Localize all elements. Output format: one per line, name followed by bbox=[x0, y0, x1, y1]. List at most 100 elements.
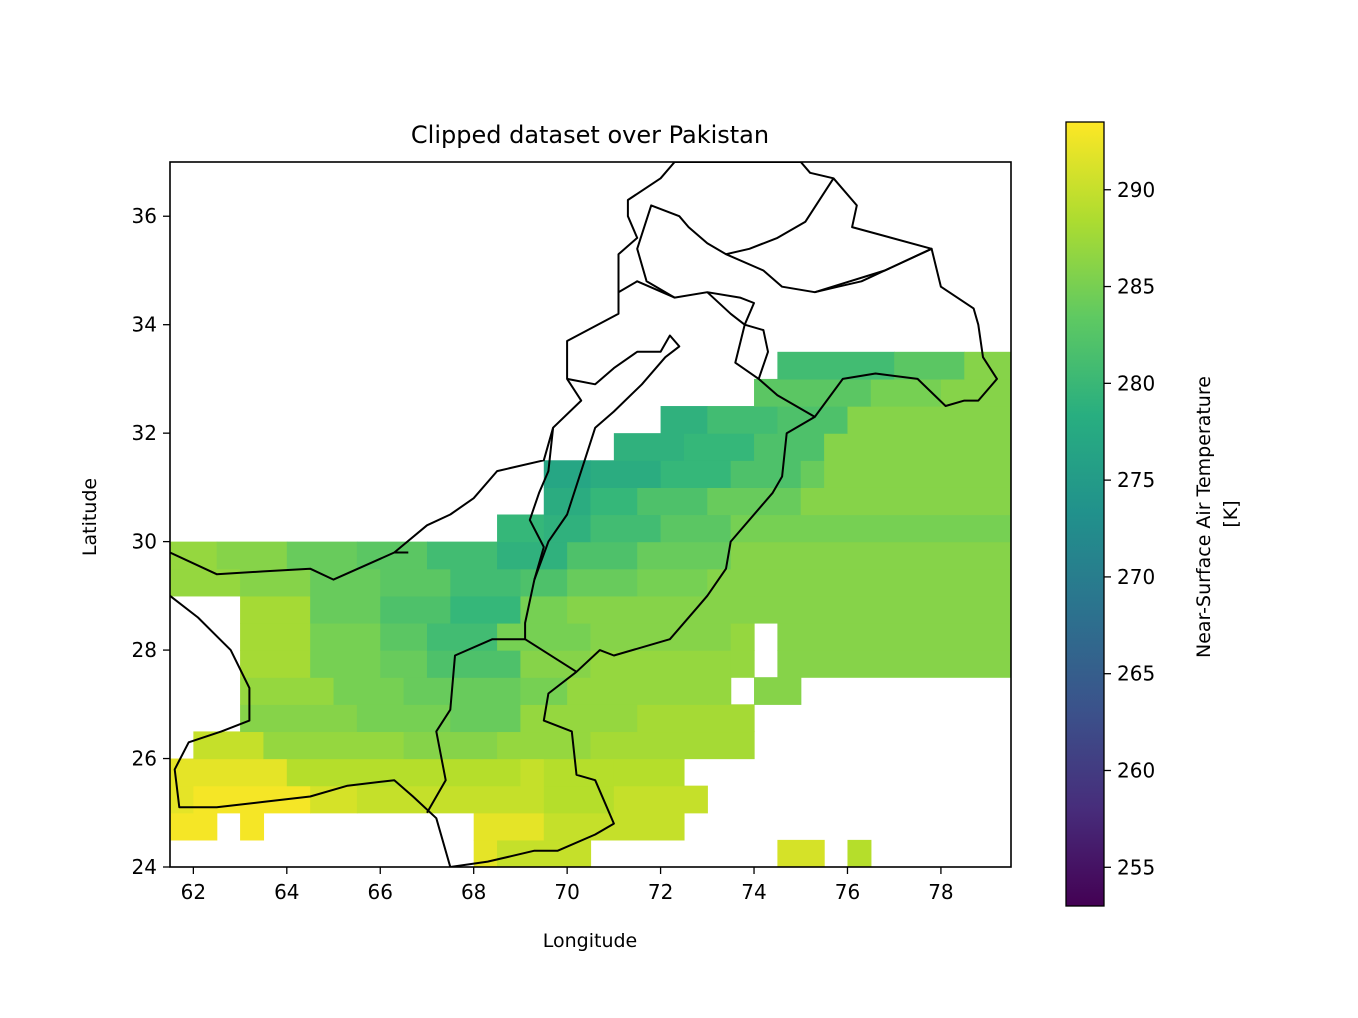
heatmap-cell bbox=[754, 433, 825, 461]
internal-border bbox=[426, 638, 526, 814]
heatmap-cell bbox=[473, 812, 545, 841]
heatmap-cell bbox=[590, 460, 662, 488]
heatmap-cell bbox=[567, 595, 755, 624]
heatmap-cell bbox=[1338, 216, 1358, 244]
heatmap-cell bbox=[1291, 108, 1338, 136]
heatmap-cell bbox=[567, 541, 638, 570]
heatmap-cell bbox=[1221, 325, 1292, 353]
heatmap-cell bbox=[777, 839, 825, 867]
heatmap-cell bbox=[310, 595, 381, 624]
heatmap-cell bbox=[824, 460, 1011, 488]
heatmap-cell bbox=[1291, 325, 1358, 353]
heatmap-cell bbox=[1338, 298, 1358, 326]
heatmap-cell bbox=[216, 541, 288, 570]
x-axis: 62 64 66 68 70 72 74 76 78 bbox=[181, 867, 954, 904]
heatmap-cell bbox=[613, 758, 685, 787]
heatmap-cell bbox=[380, 595, 451, 624]
colorbar-ticks: 255 260 265 270 275 280 285 290 bbox=[1104, 178, 1155, 879]
plot-frame bbox=[169, 161, 1012, 868]
heatmap-cell bbox=[1338, 352, 1358, 380]
pakistan-border bbox=[170, 162, 933, 867]
heatmap-cell bbox=[707, 487, 802, 516]
heatmap-cell bbox=[380, 622, 428, 651]
x-tick-label: 70 bbox=[554, 880, 579, 904]
x-tick-label: 68 bbox=[461, 880, 486, 904]
internal-border bbox=[617, 280, 675, 299]
heatmap-cell bbox=[1151, 243, 1198, 271]
x-tick-label: 66 bbox=[368, 880, 393, 904]
heatmap-cell bbox=[193, 731, 265, 760]
x-tick-label: 72 bbox=[648, 880, 673, 904]
heatmap-cell bbox=[754, 595, 1011, 624]
heatmap-cell bbox=[497, 541, 568, 570]
heatmap-cell bbox=[240, 677, 335, 705]
colorbar-tick-label: 275 bbox=[1117, 468, 1155, 492]
heatmap-cell bbox=[847, 839, 872, 867]
heatmap-cell bbox=[707, 568, 1011, 597]
heatmap-cell bbox=[660, 514, 732, 543]
heatmap-cell bbox=[193, 785, 311, 814]
heatmap-cell bbox=[800, 487, 1011, 516]
heatmap-cell bbox=[1198, 270, 1245, 298]
heatmap-cell bbox=[170, 812, 218, 841]
heatmap-cell bbox=[660, 460, 732, 488]
heatmap-cell bbox=[637, 704, 755, 733]
heatmap-cell bbox=[286, 541, 358, 570]
heatmap-cell bbox=[1268, 379, 1315, 407]
y-tick-label: 28 bbox=[132, 638, 157, 662]
heatmap-cell bbox=[310, 622, 381, 651]
heatmap-cell bbox=[590, 514, 662, 543]
colorbar bbox=[1065, 121, 1105, 907]
heatmap-cell bbox=[567, 677, 708, 705]
internal-border bbox=[533, 334, 681, 580]
y-tick-label: 30 bbox=[132, 530, 157, 554]
heatmap-cell bbox=[263, 731, 405, 760]
heatmap-cell bbox=[286, 758, 522, 787]
y-axis-label: Latitude bbox=[79, 478, 101, 556]
heatmap-cell bbox=[520, 677, 568, 705]
heatmap-cell bbox=[637, 568, 708, 597]
heatmap-cell bbox=[1338, 135, 1358, 163]
heatmap-cell bbox=[170, 785, 194, 814]
heatmap-cell bbox=[1315, 379, 1358, 407]
heatmap-cell bbox=[1175, 325, 1222, 353]
heatmap-cell bbox=[590, 622, 732, 651]
heatmap-cell bbox=[730, 622, 755, 651]
heatmap-cell bbox=[824, 433, 1011, 461]
colorbar-label: Near-Surface Air Temperature [K] bbox=[1193, 370, 1242, 658]
heatmap-cell bbox=[777, 406, 849, 434]
internal-border bbox=[725, 177, 835, 256]
heatmap-cell bbox=[1338, 81, 1358, 109]
heatmap-cell bbox=[403, 677, 451, 705]
heatmap-cell bbox=[660, 406, 708, 434]
heatmap-cell bbox=[707, 677, 732, 705]
heatmap-cell bbox=[543, 758, 615, 787]
heatmap-cell bbox=[754, 677, 802, 705]
internal-border bbox=[524, 427, 555, 640]
heatmap-cell bbox=[450, 704, 522, 733]
heatmap-cell bbox=[847, 406, 1011, 434]
heatmap-cell bbox=[1104, 298, 1221, 326]
heatmap-cell bbox=[543, 812, 685, 841]
heatmap-cell bbox=[520, 704, 638, 733]
heatmap-cell bbox=[450, 568, 522, 597]
heatmap-cell bbox=[730, 650, 755, 678]
heatmap-cell bbox=[870, 378, 942, 407]
heatmap-cell bbox=[497, 731, 592, 760]
x-tick-label: 62 bbox=[181, 880, 206, 904]
heatmap-cell bbox=[170, 758, 194, 787]
colorbar-label-line2: [K] bbox=[1220, 500, 1242, 527]
heatmap-cell bbox=[1268, 352, 1339, 380]
heatmap-cell bbox=[497, 514, 545, 543]
heatmap-cell bbox=[497, 622, 592, 651]
heatmap-cell bbox=[520, 758, 545, 787]
heatmap-cell bbox=[637, 541, 732, 570]
heatmap-cell bbox=[1338, 54, 1358, 82]
heatmap-cell bbox=[1315, 162, 1358, 190]
colorbar-tick-label: 255 bbox=[1117, 855, 1155, 879]
heatmap-cell bbox=[520, 568, 568, 597]
x-tick-label: 64 bbox=[274, 880, 299, 904]
y-axis: 24 26 28 30 32 34 36 bbox=[132, 204, 170, 879]
colorbar-tick-label: 290 bbox=[1117, 178, 1155, 202]
